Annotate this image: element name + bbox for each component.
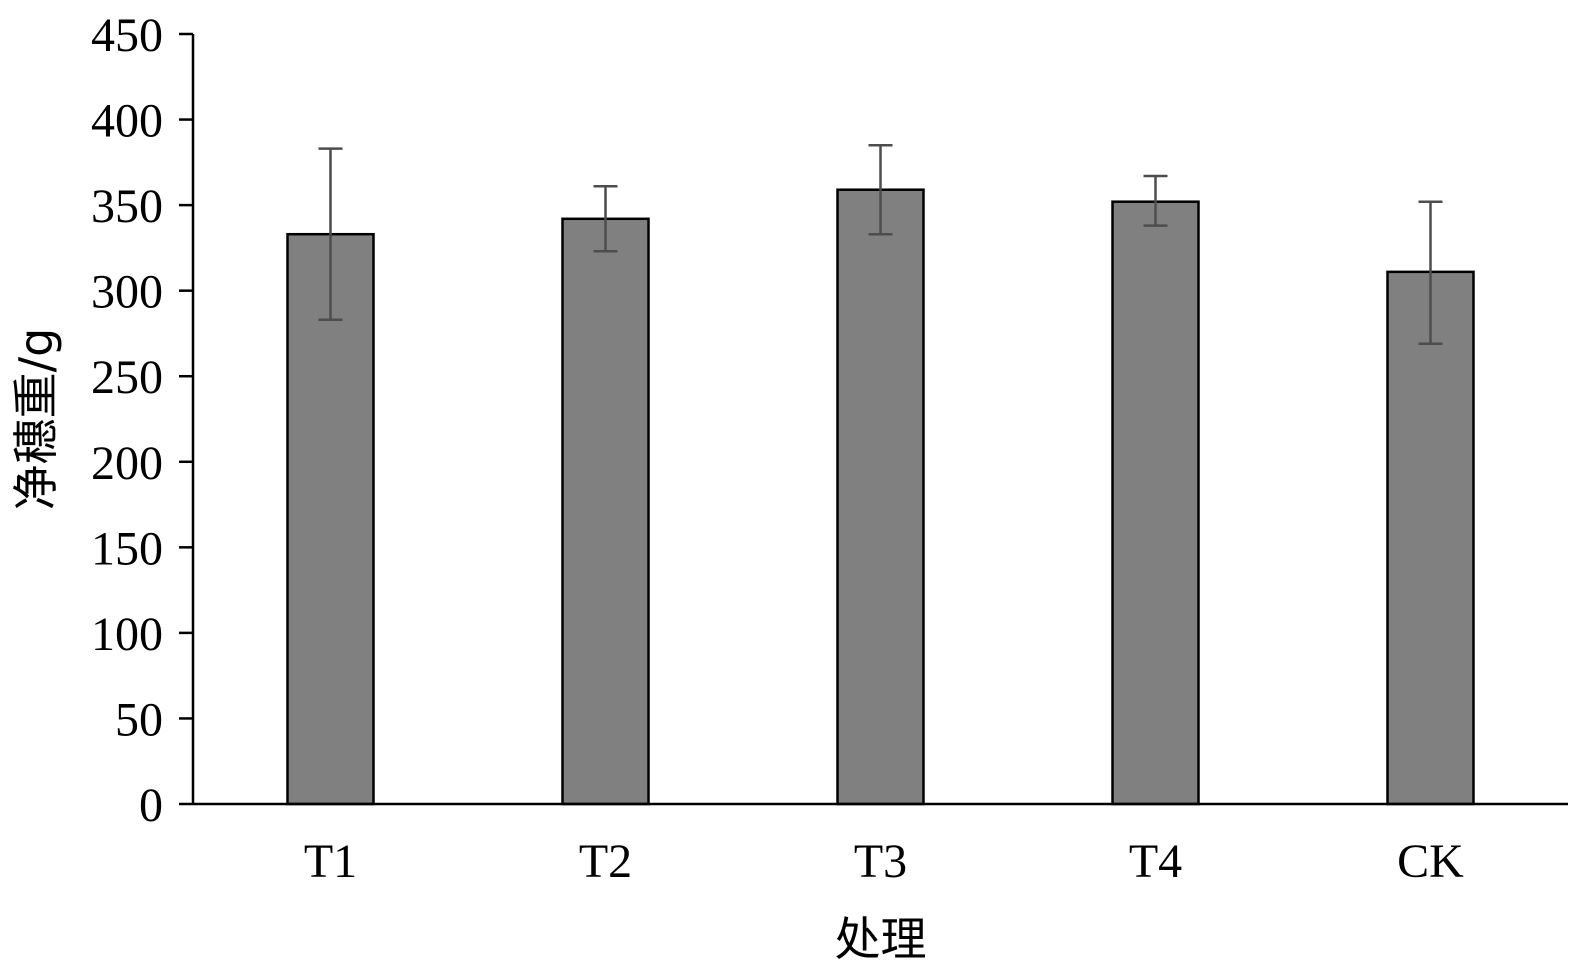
x-tick-label-ck: CK <box>1397 835 1464 888</box>
x-tick-label-t1: T1 <box>304 835 357 888</box>
y-tick-label: 400 <box>91 95 163 148</box>
y-tick-label: 50 <box>115 693 163 746</box>
y-tick-label: 300 <box>91 266 163 319</box>
x-axis-tick-labels: T1 T2 T3 T4 CK <box>304 835 1464 888</box>
y-axis-ticks: 0 50 100 150 200 250 300 350 400 450 <box>91 9 193 832</box>
bar-t4 <box>1111 200 1200 806</box>
bar-t2 <box>561 217 650 806</box>
y-tick-label: 0 <box>139 779 163 832</box>
y-tick-label: 100 <box>91 608 163 661</box>
y-tick-label: 150 <box>91 522 163 575</box>
y-tick-label: 250 <box>91 351 163 404</box>
x-tick-label-t3: T3 <box>854 835 907 888</box>
x-axis-title: 处理 <box>835 912 927 966</box>
x-tick-label-t4: T4 <box>1129 835 1182 888</box>
y-axis-title: 净穗重/g <box>9 328 63 511</box>
x-tick-label-t2: T2 <box>579 835 632 888</box>
y-tick-label: 450 <box>91 9 163 62</box>
error-bars <box>318 143 1443 345</box>
bar-t3 <box>836 188 925 806</box>
y-tick-label: 200 <box>91 437 163 490</box>
bar-ck <box>1386 270 1475 806</box>
y-tick-label: 350 <box>91 180 163 233</box>
bars <box>286 188 1475 806</box>
